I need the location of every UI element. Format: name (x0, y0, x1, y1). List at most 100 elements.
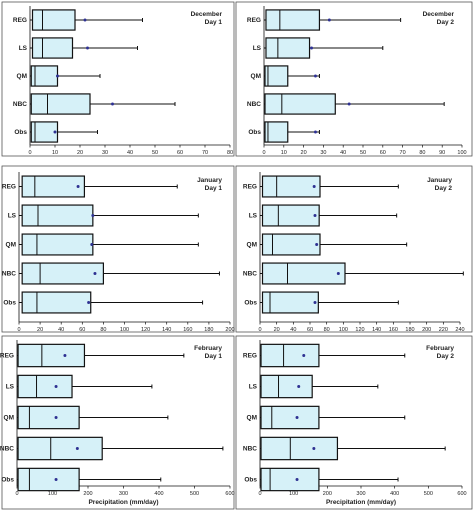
x-tick-label: 10 (52, 150, 58, 156)
box-obs (21, 291, 92, 314)
box-qm (260, 405, 320, 430)
category-label: NBC (2, 271, 16, 278)
mean-marker (54, 416, 58, 419)
category-label: REG (243, 184, 257, 191)
mean-marker (327, 18, 331, 22)
x-tick-label: 500 (424, 491, 433, 497)
panel-title: Day 2 (437, 19, 455, 26)
x-tick-label: 0 (258, 327, 261, 333)
category-label: NBC (0, 446, 14, 453)
box-obs (264, 121, 289, 143)
mean-marker (312, 185, 316, 188)
x-tick-label: 600 (225, 491, 234, 497)
x-tick-label: 80 (324, 327, 330, 333)
x-tick-label: 220 (439, 327, 448, 333)
category-label: Obs (244, 300, 257, 307)
category-label: LS (8, 213, 17, 220)
x-tick-label: 20 (77, 150, 83, 156)
box-reg (17, 343, 86, 368)
category-label: NBC (243, 271, 257, 278)
box-obs (260, 467, 320, 492)
panel-title: December (423, 11, 455, 18)
box-reg (260, 343, 320, 368)
box-ls (265, 37, 311, 59)
box-qm (264, 65, 289, 87)
x-tick-label: 200 (323, 491, 332, 497)
chart-panel-4: 0 20 40 60 80 100 120 140 160 180 200 220 240 January… (235, 165, 473, 333)
box-reg (261, 175, 321, 198)
box-nbc (264, 93, 336, 115)
panel-frame (235, 1, 473, 157)
panel-title: February (194, 345, 222, 352)
box-reg (265, 9, 321, 31)
x-tick-label: 180 (204, 327, 213, 333)
mean-marker (315, 243, 319, 246)
box-nbc (17, 436, 103, 461)
mean-marker (56, 74, 59, 78)
mean-marker (90, 243, 94, 246)
box-obs (261, 291, 319, 314)
x-tick-label: 20 (37, 327, 43, 333)
x-tick-label: 40 (127, 150, 133, 156)
x-tick-label: 200 (83, 491, 92, 497)
mean-marker (91, 214, 95, 217)
panel-title: January (197, 177, 222, 184)
x-tick-label: 140 (162, 327, 171, 333)
x-axis-title: Precipitation (mm/day) (88, 499, 158, 506)
category-label: QM (247, 415, 257, 422)
category-label: REG (13, 17, 27, 24)
mean-marker (295, 416, 299, 419)
category-label: Obs (248, 129, 261, 136)
category-label: QM (251, 73, 261, 80)
x-tick-label: 60 (307, 327, 313, 333)
x-tick-label: 40 (340, 150, 346, 156)
x-tick-label: 90 (439, 150, 445, 156)
x-tick-label: 80 (100, 327, 106, 333)
x-tick-label: 600 (457, 491, 466, 497)
x-axis-title: Precipitation (mm/day) (326, 499, 396, 506)
x-tick-label: 300 (356, 491, 365, 497)
x-tick-label: 100 (120, 327, 129, 333)
chart-panel-6: 0 100 200 300 400 500 600 Precipitation (mm/day… (235, 335, 473, 510)
mean-marker (93, 272, 97, 275)
x-tick-label: 180 (405, 327, 414, 333)
mean-marker (313, 74, 317, 78)
mean-marker (86, 46, 89, 50)
category-label: Obs (3, 300, 16, 307)
x-tick-label: 0 (15, 491, 18, 497)
panel-title: Day 1 (205, 185, 223, 192)
x-tick-label: 0 (17, 327, 20, 333)
category-label: QM (247, 242, 257, 249)
mean-marker (63, 354, 67, 357)
category-label: QM (6, 242, 16, 249)
panel-title: Day 2 (435, 185, 453, 192)
x-tick-label: 60 (380, 150, 386, 156)
x-tick-label: 120 (355, 327, 364, 333)
mean-marker (336, 272, 340, 275)
box-ls (31, 37, 74, 59)
category-label: Obs (14, 129, 27, 136)
x-tick-label: 80 (227, 150, 233, 156)
x-tick-label: 400 (390, 491, 399, 497)
box-qm (21, 233, 94, 256)
x-tick-label: 100 (457, 150, 466, 156)
category-label: LS (253, 45, 262, 52)
panel-title: Day 1 (205, 353, 223, 360)
x-tick-label: 400 (154, 491, 163, 497)
category-label: LS (6, 384, 15, 391)
category-label: REG (247, 17, 261, 24)
panel-frame (1, 165, 235, 333)
mean-marker (53, 130, 57, 134)
category-label: REG (2, 184, 16, 191)
x-tick-label: 60 (79, 327, 85, 333)
x-tick-label: 50 (360, 150, 366, 156)
x-tick-label: 100 (48, 491, 57, 497)
box-obs (30, 121, 59, 143)
x-tick-label: 20 (274, 327, 280, 333)
x-tick-label: 120 (141, 327, 150, 333)
chart-panel-5: 0 100 200 300 400 500 600 Precipitation (mm/day… (0, 335, 235, 510)
box-ls (21, 204, 94, 227)
x-tick-label: 200 (422, 327, 431, 333)
